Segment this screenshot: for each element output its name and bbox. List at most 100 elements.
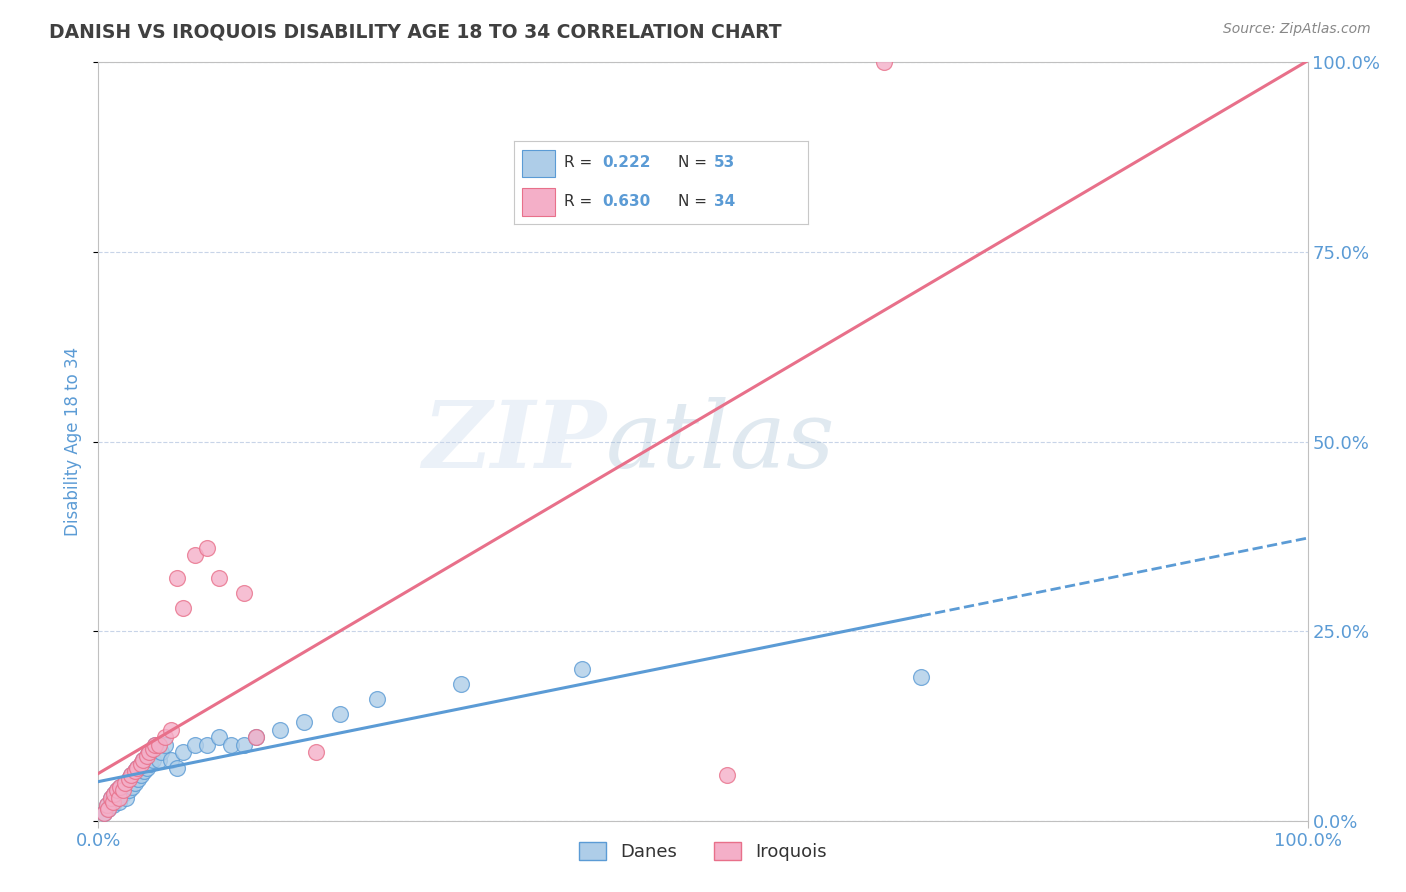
Point bbox=[166, 571, 188, 585]
Point bbox=[195, 738, 218, 752]
Point bbox=[138, 746, 160, 760]
Point bbox=[93, 806, 115, 821]
Point bbox=[101, 798, 124, 813]
Point bbox=[143, 738, 166, 752]
Point bbox=[111, 783, 134, 797]
Point bbox=[208, 730, 231, 744]
Point bbox=[232, 738, 254, 752]
Point bbox=[873, 55, 896, 70]
FancyBboxPatch shape bbox=[523, 188, 555, 216]
Text: atlas: atlas bbox=[606, 397, 835, 486]
Point bbox=[103, 787, 125, 801]
Point bbox=[101, 795, 124, 809]
Text: ZIP: ZIP bbox=[422, 397, 606, 486]
Point bbox=[571, 662, 593, 676]
Point bbox=[129, 756, 152, 771]
Point bbox=[124, 776, 146, 790]
Point bbox=[148, 738, 170, 752]
Point bbox=[135, 749, 157, 764]
Point bbox=[129, 756, 152, 771]
Point bbox=[124, 764, 146, 779]
Point bbox=[172, 601, 194, 615]
Point bbox=[108, 780, 131, 794]
Point bbox=[305, 746, 328, 760]
Legend: Danes, Iroquois: Danes, Iroquois bbox=[572, 835, 834, 869]
Point bbox=[143, 738, 166, 752]
Point bbox=[100, 791, 122, 805]
Point bbox=[139, 756, 162, 771]
Point bbox=[150, 746, 173, 760]
Point bbox=[114, 776, 136, 790]
Text: R =: R = bbox=[564, 155, 596, 170]
Point bbox=[245, 730, 267, 744]
Point bbox=[121, 780, 143, 794]
FancyBboxPatch shape bbox=[523, 150, 555, 177]
Point bbox=[105, 783, 128, 797]
Text: 0.222: 0.222 bbox=[602, 155, 651, 170]
Point bbox=[148, 753, 170, 767]
Point bbox=[120, 768, 142, 782]
Point bbox=[184, 548, 207, 563]
Point bbox=[127, 760, 149, 774]
Point bbox=[127, 772, 149, 786]
Point bbox=[160, 753, 183, 767]
Point bbox=[105, 791, 128, 805]
Point bbox=[124, 764, 146, 779]
Point bbox=[160, 723, 183, 737]
Point bbox=[172, 746, 194, 760]
Point bbox=[118, 783, 141, 797]
Point bbox=[105, 783, 128, 797]
Point bbox=[100, 791, 122, 805]
Point bbox=[450, 677, 472, 691]
Point bbox=[96, 798, 118, 813]
Point bbox=[292, 715, 315, 730]
Point bbox=[166, 760, 188, 774]
Point bbox=[195, 541, 218, 555]
Point bbox=[153, 738, 176, 752]
Point bbox=[132, 753, 155, 767]
Point bbox=[153, 730, 176, 744]
Text: N =: N = bbox=[678, 155, 713, 170]
Point bbox=[208, 571, 231, 585]
Point bbox=[118, 772, 141, 786]
Text: R =: R = bbox=[564, 194, 596, 209]
Text: 34: 34 bbox=[714, 194, 735, 209]
Point bbox=[118, 772, 141, 786]
Point bbox=[111, 787, 134, 801]
Point bbox=[135, 749, 157, 764]
Point bbox=[115, 791, 138, 805]
Point bbox=[111, 783, 134, 797]
Point bbox=[910, 669, 932, 683]
Text: DANISH VS IROQUOIS DISABILITY AGE 18 TO 34 CORRELATION CHART: DANISH VS IROQUOIS DISABILITY AGE 18 TO … bbox=[49, 22, 782, 41]
Point bbox=[329, 707, 352, 722]
Point bbox=[103, 787, 125, 801]
Point bbox=[127, 760, 149, 774]
Point bbox=[97, 802, 120, 816]
Point bbox=[135, 760, 157, 774]
Text: 53: 53 bbox=[714, 155, 735, 170]
Point bbox=[108, 795, 131, 809]
Point bbox=[716, 768, 738, 782]
Point bbox=[96, 798, 118, 813]
Point bbox=[114, 776, 136, 790]
Point bbox=[245, 730, 267, 744]
Point bbox=[269, 723, 291, 737]
Point bbox=[142, 753, 165, 767]
Point bbox=[366, 692, 388, 706]
Text: N =: N = bbox=[678, 194, 713, 209]
Point bbox=[100, 795, 122, 809]
Point bbox=[134, 764, 156, 779]
Point bbox=[138, 746, 160, 760]
Point bbox=[184, 738, 207, 752]
Text: 0.630: 0.630 bbox=[602, 194, 650, 209]
Point bbox=[97, 802, 120, 816]
Text: Source: ZipAtlas.com: Source: ZipAtlas.com bbox=[1223, 22, 1371, 37]
Point bbox=[142, 741, 165, 756]
Point bbox=[142, 741, 165, 756]
Point bbox=[108, 791, 131, 805]
Point bbox=[132, 753, 155, 767]
Point bbox=[232, 586, 254, 600]
Point bbox=[120, 768, 142, 782]
Point bbox=[129, 768, 152, 782]
Point bbox=[108, 780, 131, 794]
